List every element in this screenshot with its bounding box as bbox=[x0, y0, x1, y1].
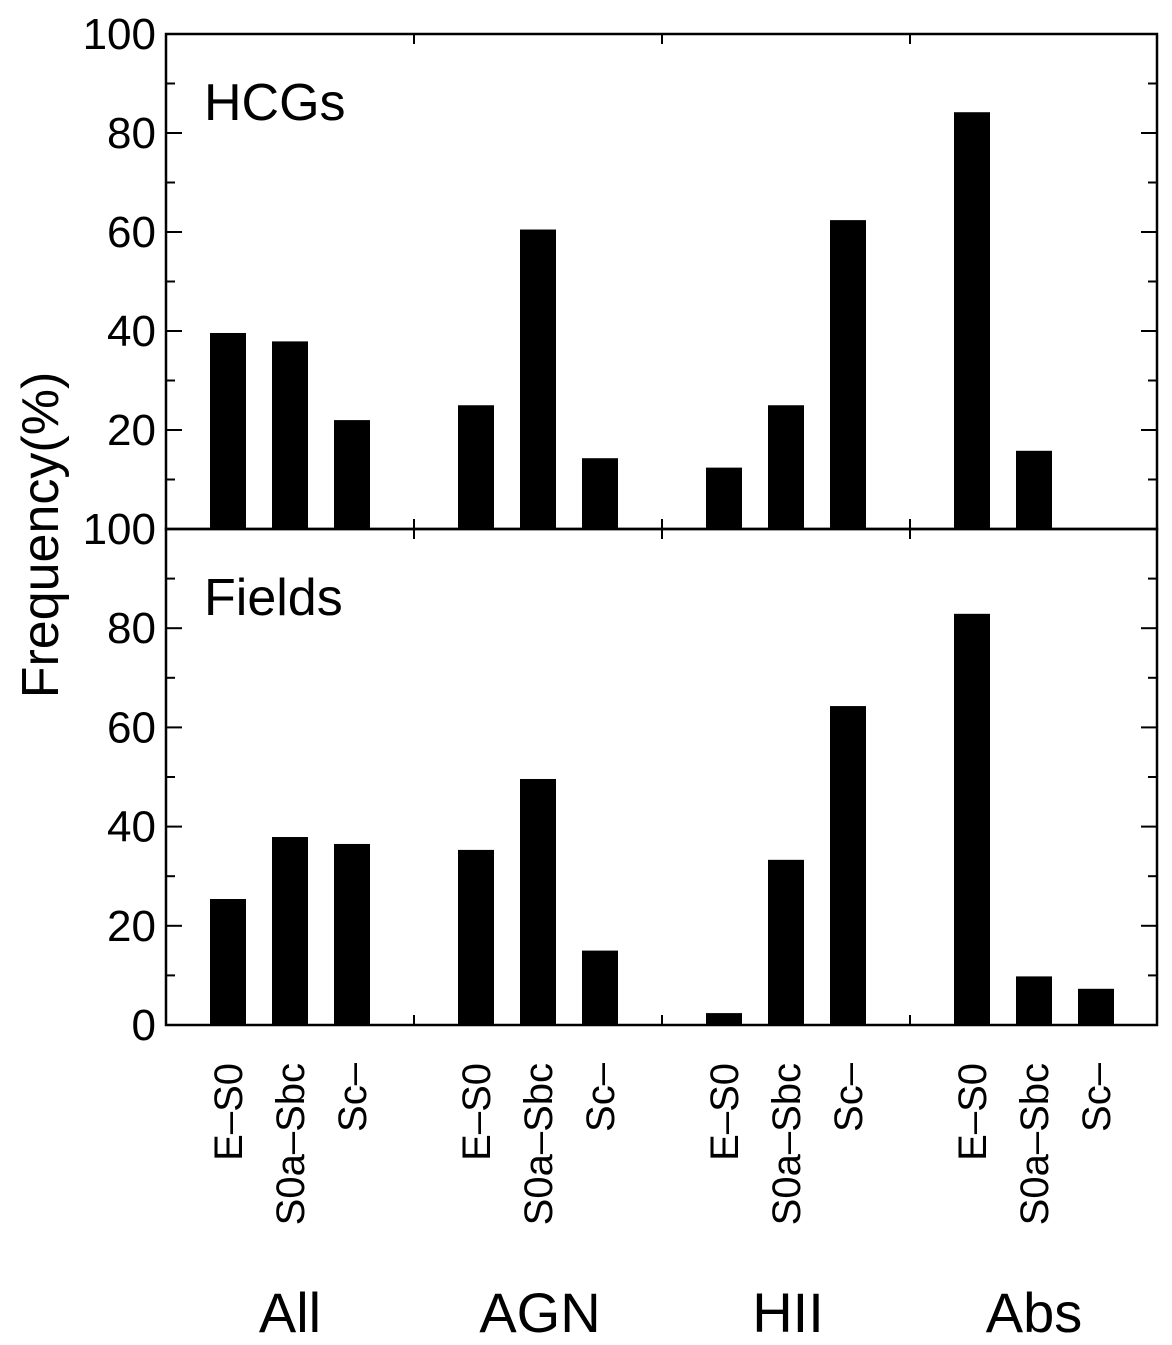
bar-fields-agn-0 bbox=[458, 849, 494, 1025]
category-label: S0a–Sbc bbox=[1013, 1063, 1057, 1225]
panel-1: 0 20 40 60 80 100 Fields bbox=[83, 505, 1159, 1050]
bar-fields-abs-2 bbox=[1078, 988, 1114, 1025]
group-label: AGN bbox=[479, 1281, 600, 1344]
panels-layer: 20 40 60 80 100 HCGs 0 20 40 60 80 100 Fields bbox=[83, 10, 1159, 1050]
bar-hcgs-abs-0 bbox=[954, 112, 990, 530]
bar-fields-abs-0 bbox=[954, 613, 990, 1025]
bar-fields-hii-1 bbox=[768, 859, 804, 1025]
category-label: E–S0 bbox=[703, 1063, 747, 1161]
y-tick-label: 0 bbox=[132, 1001, 156, 1050]
y-axis-title: Frequency(%) bbox=[12, 372, 70, 699]
bar-fields-hii-2 bbox=[830, 706, 866, 1025]
category-label: Sc– bbox=[331, 1062, 375, 1132]
bar-fields-agn-2 bbox=[582, 950, 618, 1025]
bar-hcgs-all-0 bbox=[210, 332, 246, 529]
bar-hcgs-hii-1 bbox=[768, 405, 804, 529]
category-label: S0a–Sbc bbox=[517, 1063, 561, 1225]
bar-fields-abs-1 bbox=[1016, 976, 1052, 1025]
y-tick-label: 20 bbox=[107, 902, 156, 951]
bar-hcgs-hii-2 bbox=[830, 220, 866, 529]
bar-hcgs-all-2 bbox=[334, 420, 370, 529]
group-label: All bbox=[259, 1281, 321, 1344]
y-tick-label: 60 bbox=[107, 703, 156, 752]
group-label: Abs bbox=[986, 1281, 1083, 1344]
y-tick-label: 100 bbox=[83, 10, 156, 59]
bar-hcgs-agn-0 bbox=[458, 405, 494, 529]
bar-fields-all-0 bbox=[210, 899, 246, 1025]
y-tick-label: 20 bbox=[107, 406, 156, 455]
y-tick-label: 40 bbox=[107, 307, 156, 356]
bar-fields-all-2 bbox=[334, 843, 370, 1025]
panel-label: Fields bbox=[204, 569, 343, 627]
panel-label: HCGs bbox=[204, 74, 346, 132]
bar-fields-all-1 bbox=[272, 837, 308, 1025]
category-label: S0a–Sbc bbox=[269, 1063, 313, 1225]
y-tick-label: 100 bbox=[83, 505, 156, 554]
bar-fields-agn-1 bbox=[520, 778, 556, 1025]
category-label: E–S0 bbox=[455, 1063, 499, 1161]
group-label: HII bbox=[752, 1281, 824, 1344]
bar-hcgs-agn-2 bbox=[582, 458, 618, 529]
y-tick-label: 40 bbox=[107, 803, 156, 852]
y-tick-label: 80 bbox=[107, 109, 156, 158]
panel-0: 20 40 60 80 100 HCGs bbox=[83, 10, 1159, 531]
category-label: Sc– bbox=[827, 1062, 871, 1132]
bar-hcgs-all-1 bbox=[272, 341, 308, 529]
bar-fields-hii-0 bbox=[706, 1013, 742, 1025]
bar-hcgs-agn-1 bbox=[520, 229, 556, 529]
category-label: S0a–Sbc bbox=[765, 1063, 809, 1225]
y-tick-label: 80 bbox=[107, 604, 156, 653]
bar-hcgs-hii-0 bbox=[706, 467, 742, 529]
category-label: E–S0 bbox=[951, 1063, 995, 1161]
category-label: Sc– bbox=[1075, 1062, 1119, 1132]
category-label: Sc– bbox=[579, 1062, 623, 1132]
bar-hcgs-abs-1 bbox=[1016, 450, 1052, 529]
x-axis-labels: E–S0 S0a–Sbc Sc– All E–S0 S0a–Sbc Sc– AGN E–S0 S0… bbox=[207, 1062, 1119, 1344]
category-label: E–S0 bbox=[207, 1063, 251, 1161]
y-tick-label: 60 bbox=[107, 208, 156, 257]
